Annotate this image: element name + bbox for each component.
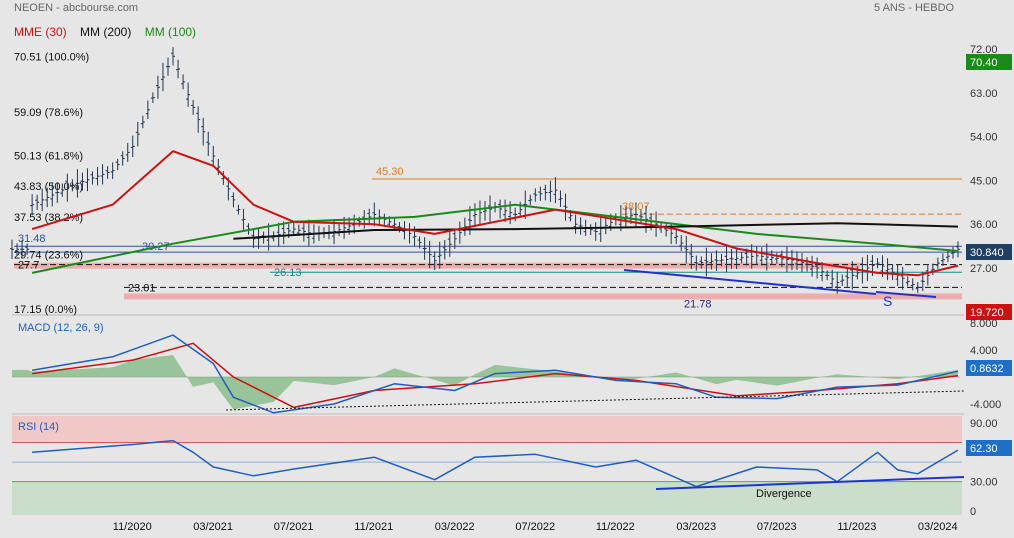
legend-mm200: MM (200)	[80, 25, 132, 39]
mme30-line	[31, 150, 959, 277]
macd-badge-label: 0.8632	[970, 363, 1004, 375]
rsi-badge	[966, 440, 1012, 456]
chart-title: NEOEN - abcbourse.com	[14, 2, 139, 14]
y-tick-label: 45.00	[970, 175, 998, 187]
macd-y-tick: 4.000	[970, 345, 998, 357]
macd-trend-line	[225, 390, 965, 411]
x-tick-label: 03/2022	[435, 521, 475, 533]
macd-y-tick: 8.000	[970, 318, 998, 330]
level-label: 45.30	[376, 166, 404, 178]
x-tick-label: 11/2022	[596, 521, 635, 533]
legend-mme30: MME (30)	[14, 25, 67, 39]
price-badge	[966, 304, 1012, 320]
mm200-line	[233, 222, 959, 240]
divergence-label: Divergence	[756, 488, 812, 500]
x-tick-label: 03/2021	[193, 521, 233, 533]
level-label: 27.7	[18, 260, 39, 272]
y-tick-label: 72.00	[970, 44, 998, 56]
trend-line	[875, 291, 937, 298]
y-tick-label: 63.00	[970, 88, 998, 100]
support-zone	[124, 293, 962, 300]
fib-label: 59.09 (78.6%)	[14, 107, 83, 119]
mm100-line	[31, 203, 959, 274]
pattern-annotation: S	[883, 293, 892, 309]
x-tick-label: 11/2023	[837, 521, 876, 533]
rsi-divergence-line	[655, 476, 965, 490]
fib-label: 29.74 (23.6%)	[14, 250, 83, 262]
macd-title: MACD (12, 26, 9)	[18, 322, 104, 334]
macd-y-tick: -4.000	[970, 399, 1001, 411]
fib-label: 17.15 (0.0%)	[14, 304, 77, 316]
chart-period: 5 ANS - HEBDO	[874, 2, 955, 14]
macd-badge	[966, 360, 1012, 376]
level-label: 21.78	[684, 298, 712, 310]
trend-line	[623, 269, 877, 295]
rsi-badge-label: 62.30	[970, 443, 998, 455]
legend-mm100: MM (100)	[144, 25, 197, 39]
price-badge	[966, 244, 1012, 260]
y-tick-label: 36.00	[970, 219, 998, 231]
fib-label: 50.13 (61.8%)	[14, 150, 83, 162]
rsi-title: RSI (14)	[18, 421, 59, 433]
price-badge-label: 30.840	[970, 247, 1004, 259]
x-tick-label: 03/2024	[918, 521, 958, 533]
rsi-line	[32, 439, 959, 488]
macd-line	[31, 334, 959, 414]
y-tick-label: 54.00	[970, 132, 998, 144]
price-badge	[966, 54, 1012, 70]
x-tick-label: 03/2023	[676, 521, 716, 533]
level-label: 26.13	[274, 267, 302, 279]
fib-label: 70.51 (100.0%)	[14, 51, 89, 63]
x-tick-label: 11/2021	[354, 521, 393, 533]
level-label: 31.48	[18, 233, 46, 245]
support-zone	[14, 262, 860, 269]
rsi-y-tick: 90.00	[970, 418, 998, 430]
x-tick-label: 07/2021	[274, 521, 314, 533]
x-tick-label: 11/2020	[113, 521, 152, 533]
x-tick-label: 07/2022	[515, 521, 555, 533]
x-tick-label: 07/2023	[757, 521, 797, 533]
rsi-y-tick: 30.00	[970, 477, 998, 489]
y-tick-label: 27.00	[970, 263, 998, 275]
rsi-y-tick: 0	[970, 506, 976, 518]
indicator-legend: MME (30) MM (200) MM (100)	[14, 25, 196, 39]
rsi-overbought-zone	[12, 416, 962, 443]
rsi-oversold-zone	[12, 481, 962, 515]
fib-label: 43.83 (50.0%)	[14, 181, 83, 193]
macd-histogram	[12, 355, 958, 410]
level-label: 23.01	[128, 282, 156, 294]
price-badge-label: 70.40	[970, 57, 998, 69]
price-badge-label: 19.720	[970, 307, 1004, 319]
fib-label: 37.53 (38.2%)	[14, 212, 83, 224]
